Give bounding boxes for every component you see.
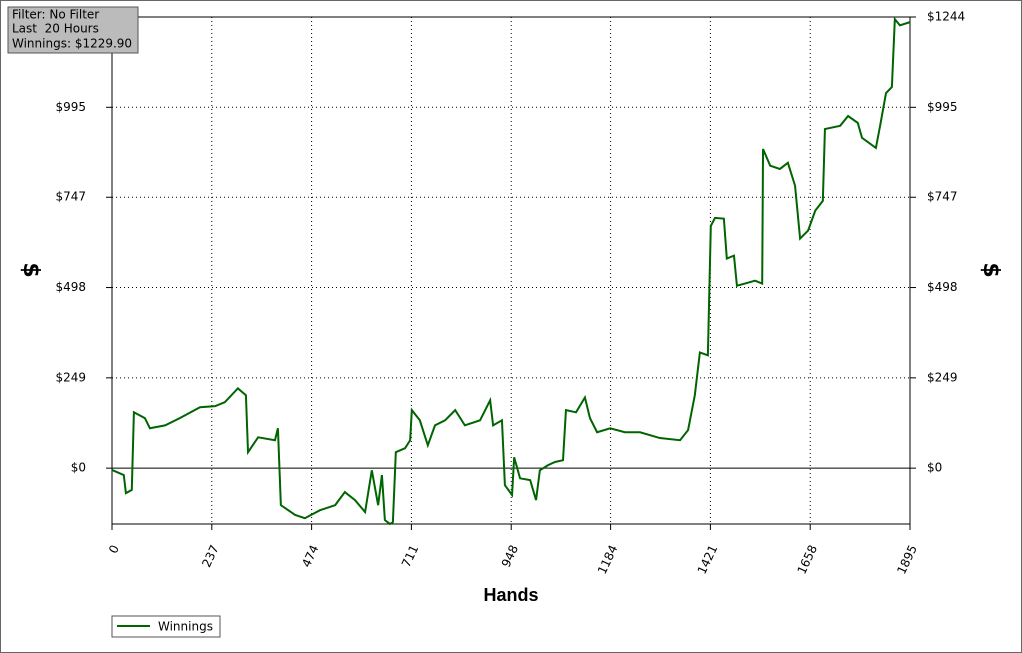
y-axis-label: $ — [18, 262, 43, 277]
y-tick-label: $0 — [71, 461, 86, 475]
info-line: Filter: No Filter — [12, 8, 99, 22]
x-axis-label: Hands — [483, 585, 538, 605]
y2-tick-label: $249 — [927, 370, 958, 384]
y-tick-label: $995 — [55, 100, 86, 114]
y-tick-label: $249 — [55, 370, 86, 384]
y-tick-label: $498 — [55, 280, 86, 294]
y-tick-label: $747 — [55, 190, 86, 204]
y2-tick-label: $498 — [927, 280, 958, 294]
info-line: Winnings: $1229.90 — [12, 37, 132, 51]
line — [111, 16, 911, 526]
y2-tick-label: $1244 — [927, 10, 965, 24]
legend — [111, 615, 221, 638]
y2-tick-label: $747 — [927, 190, 958, 204]
info-line: Last 20 Hours — [12, 22, 99, 36]
y2-tick-label: $995 — [927, 100, 958, 114]
y2-axis-label: $ — [978, 262, 1003, 277]
info-box — [7, 6, 139, 54]
legend-label: Winnings — [158, 620, 213, 634]
y2-tick-label: $0 — [927, 461, 942, 475]
